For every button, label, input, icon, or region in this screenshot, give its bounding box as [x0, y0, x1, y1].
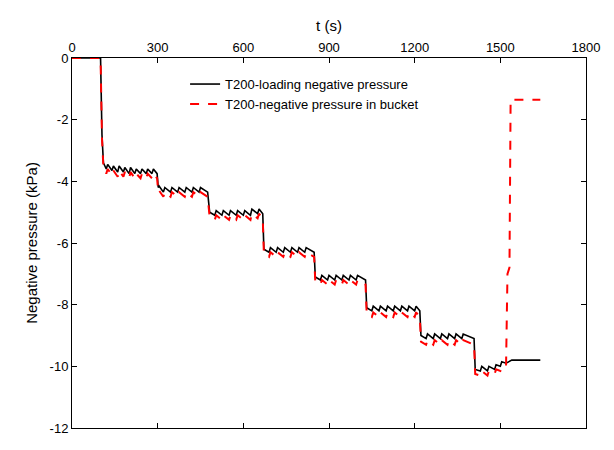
svg-text:900: 900 [318, 40, 340, 55]
svg-text:-12: -12 [50, 421, 69, 436]
svg-text:300: 300 [147, 40, 169, 55]
svg-text:T200-loading negative pressure: T200-loading negative pressure [225, 77, 408, 92]
svg-text:1800: 1800 [572, 40, 601, 55]
svg-text:-8: -8 [57, 297, 69, 312]
svg-text:-10: -10 [50, 359, 69, 374]
svg-text:1500: 1500 [486, 40, 515, 55]
svg-text:Negative pressure (kPa): Negative pressure (kPa) [23, 162, 40, 324]
svg-text:T200-negative pressure in buck: T200-negative pressure in bucket [225, 97, 418, 112]
svg-text:t (s): t (s) [316, 17, 342, 34]
svg-text:0: 0 [68, 40, 75, 55]
svg-text:1200: 1200 [400, 40, 429, 55]
svg-text:-6: -6 [57, 236, 69, 251]
svg-text:0: 0 [61, 51, 68, 66]
svg-text:-2: -2 [57, 112, 69, 127]
svg-text:600: 600 [232, 40, 254, 55]
svg-text:-4: -4 [57, 174, 69, 189]
